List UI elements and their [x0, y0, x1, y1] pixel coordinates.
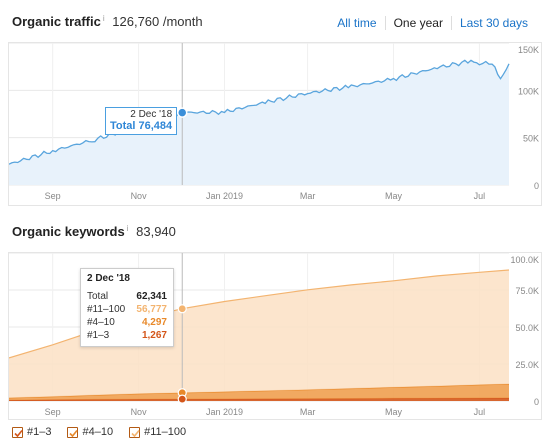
- y-tick-label: 100K: [518, 86, 539, 96]
- keywords-info-icon[interactable]: i: [126, 224, 129, 233]
- tooltip-label: #4–10: [87, 317, 115, 328]
- x-tick-label: Mar: [300, 191, 316, 201]
- range-tabs: All time One year Last 30 days: [329, 16, 536, 30]
- y-tick-label: 75.0K: [515, 286, 539, 296]
- legend-item-1-3[interactable]: #1–3: [12, 426, 51, 438]
- tooltip-label: #1–3: [87, 330, 110, 341]
- tooltip-value: 62,341: [136, 291, 167, 302]
- traffic-series-line: [8, 59, 510, 165]
- checkbox-checked-icon[interactable]: [129, 426, 141, 438]
- x-tick-label: Jan 2019: [206, 407, 243, 417]
- x-tick-label: Nov: [131, 407, 148, 417]
- tab-last-30-days[interactable]: Last 30 days: [450, 16, 536, 30]
- tooltip-label: #11–100: [87, 304, 126, 315]
- y-tick-label: 0: [534, 397, 539, 407]
- checkbox-checked-icon[interactable]: [12, 426, 23, 438]
- area-top-11-100: [9, 270, 509, 398]
- traffic-area: [9, 60, 509, 185]
- legend-item-4-10[interactable]: #4–10: [67, 426, 113, 438]
- legend-item-11-100[interactable]: #11–100: [129, 426, 186, 438]
- traffic-tooltip: 2 Dec '18 Total 76,484: [105, 107, 178, 135]
- tooltip-row-total: Total 62,341: [87, 290, 167, 303]
- tooltip-row-1-3: #1–3 1,267: [87, 329, 167, 342]
- x-tick-label: Sep: [45, 191, 61, 201]
- tooltip-row-11-100: #11–100 56,777: [87, 303, 167, 316]
- legend-label: #4–10: [82, 426, 114, 438]
- y-tick-label: 100.0K: [510, 255, 539, 265]
- keywords-chart[interactable]: 100.0K 75.0K 50.0K 25.0K 0 Sep Nov Jan 2019 Mar M…: [8, 252, 543, 421]
- keywords-tooltip-date: 2 Dec '18: [87, 273, 130, 284]
- x-tick-label: May: [385, 191, 403, 201]
- tooltip-value: 56,777: [136, 304, 167, 315]
- x-tick-label: Jul: [474, 407, 486, 417]
- x-tick-label: Sep: [45, 407, 61, 417]
- traffic-tooltip-total: Total 76,484: [110, 120, 173, 132]
- legend-label: #1–3: [27, 426, 52, 438]
- tooltip-label: Total: [87, 291, 109, 302]
- traffic-chart-panel: 150K 100K 50K 0 Sep Nov Jan 2019 Mar May Jul: [8, 42, 542, 206]
- hover-point: [176, 107, 188, 118]
- x-tick-label: Jul: [474, 191, 486, 201]
- keywords-tooltip: 2 Dec '18 Total 62,341 #11–100 56,777 #4…: [80, 268, 174, 347]
- legend-label: #11–100: [144, 426, 187, 438]
- traffic-value: 126,760 /month: [112, 14, 203, 29]
- hover-point: [177, 394, 187, 404]
- checkbox-checked-icon[interactable]: [67, 426, 79, 438]
- traffic-tooltip-date: 2 Dec '18: [130, 109, 173, 120]
- tooltip-value: 1,267: [141, 330, 167, 341]
- x-tick-label: Mar: [300, 407, 316, 417]
- traffic-chart[interactable]: 150K 100K 50K 0 Sep Nov Jan 2019 Mar May Jul: [8, 42, 543, 207]
- x-tick-label: Nov: [131, 191, 148, 201]
- tab-one-year[interactable]: One year: [384, 16, 451, 30]
- y-tick-label: 50.0K: [515, 323, 539, 333]
- traffic-info-icon[interactable]: i: [102, 14, 105, 23]
- y-tick-label: 0: [534, 181, 539, 191]
- hover-point: [177, 304, 187, 314]
- y-tick-label: 150K: [518, 45, 539, 55]
- keywords-header: Organic keywords i 83,940: [12, 224, 176, 239]
- keywords-value: 83,940: [136, 224, 176, 239]
- traffic-header: Organic traffic i 126,760 /month: [12, 14, 203, 29]
- tooltip-value: 4,297: [141, 317, 167, 328]
- keywords-title: Organic keywords: [12, 224, 125, 239]
- keywords-legend: #1–3 #4–10 #11–100: [12, 426, 202, 438]
- tab-all-time[interactable]: All time: [337, 16, 377, 30]
- traffic-title: Organic traffic: [12, 14, 101, 29]
- x-tick-label: May: [385, 407, 403, 417]
- x-tick-label: Jan 2019: [206, 191, 243, 201]
- tooltip-row-4-10: #4–10 4,297: [87, 316, 167, 329]
- y-tick-label: 50K: [523, 134, 539, 144]
- keywords-chart-panel: 100.0K 75.0K 50.0K 25.0K 0 Sep Nov Jan 2019 Mar M…: [8, 252, 542, 420]
- y-tick-label: 25.0K: [515, 360, 539, 370]
